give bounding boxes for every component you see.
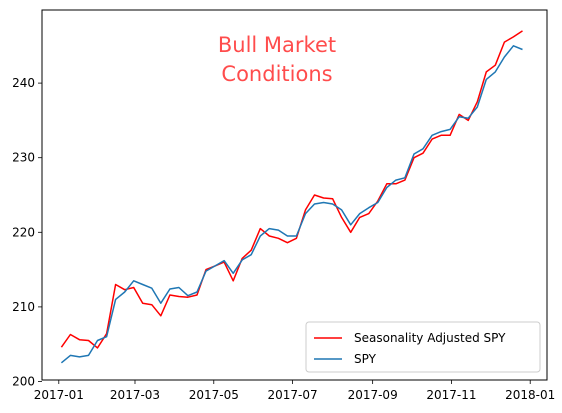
series-line-spy	[60, 45, 523, 364]
x-tick-label: 2017-07	[267, 388, 317, 402]
x-axis: 2017-01 2017-03 2017-05 2017-07 2017-09 2017-…	[34, 380, 555, 402]
axes-frame	[41, 9, 548, 381]
legend-label-spy: SPY	[354, 352, 377, 366]
x-tick-label: 2017-03	[110, 388, 160, 402]
y-tick-label: 240	[12, 76, 35, 90]
x-tick-label: 2018-01	[505, 388, 555, 402]
x-tick-label: 2017-01	[34, 388, 84, 402]
series-lines	[60, 30, 523, 364]
y-axis: 200 210 220 230 240	[12, 76, 42, 388]
x-tick-label: 2017-11	[426, 388, 476, 402]
legend-label-seasonality: Seasonality Adjusted SPY	[354, 331, 506, 345]
series-line-seasonality-adjusted-spy	[60, 30, 523, 349]
annotation: Bull Market Conditions	[218, 33, 336, 86]
x-tick-label: 2017-05	[189, 388, 239, 402]
annotation-line-1: Bull Market	[218, 33, 336, 57]
y-tick-label: 220	[12, 225, 35, 239]
y-tick-label: 200	[12, 374, 35, 388]
y-tick-label: 230	[12, 151, 35, 165]
x-tick-label: 2017-09	[348, 388, 398, 402]
legend: Seasonality Adjusted SPY SPY	[305, 321, 541, 373]
legend-box	[305, 321, 541, 373]
y-tick-label: 210	[12, 300, 35, 314]
plot-area	[41, 9, 548, 381]
annotation-line-2: Conditions	[221, 62, 332, 86]
